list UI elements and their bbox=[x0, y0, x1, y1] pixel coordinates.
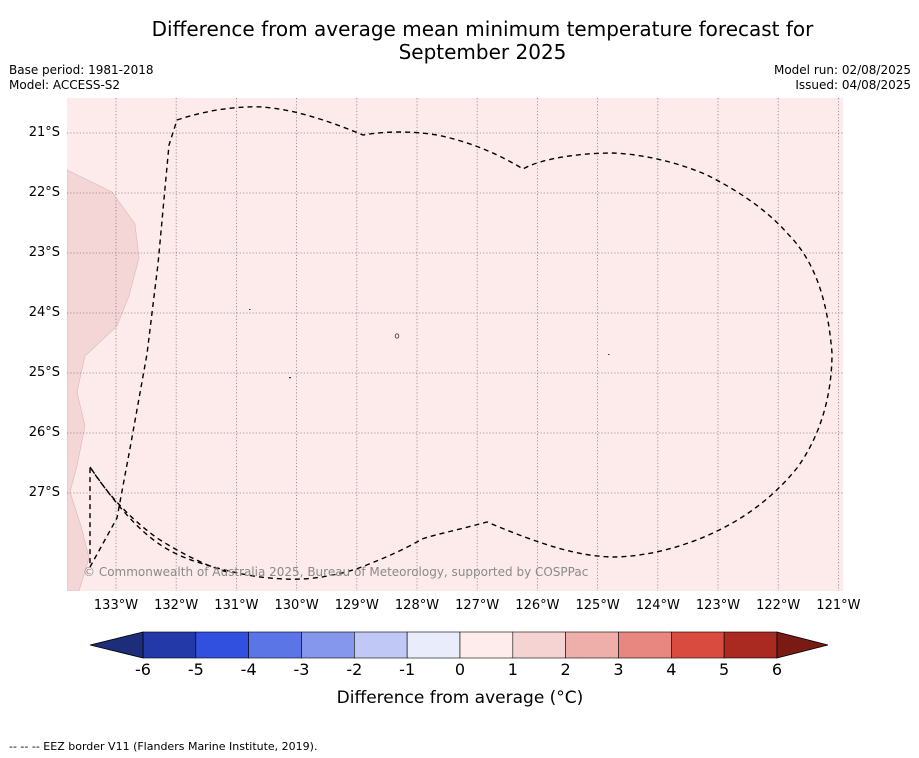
land-mass bbox=[67, 169, 140, 591]
longitude-label: 132°W bbox=[154, 598, 199, 613]
title-line-1: Difference from average mean minimum tem… bbox=[151, 17, 814, 41]
colorbar-tick-label: -6 bbox=[135, 660, 151, 679]
longitude-label: 128°W bbox=[394, 598, 440, 613]
issued-date: Issued: 04/08/2025 bbox=[795, 78, 911, 92]
colorbar-high-extend bbox=[776, 631, 829, 659]
eez-footnote: -- -- -- EEZ border V11 (Flanders Marine… bbox=[9, 740, 318, 753]
island-3 bbox=[394, 333, 400, 339]
colorbar-bin bbox=[142, 631, 197, 659]
colorbar-bin bbox=[354, 631, 408, 659]
colorbar-bin bbox=[406, 631, 461, 659]
island-1 bbox=[249, 309, 251, 310]
latitude-label: 21°S bbox=[28, 125, 60, 140]
graticule bbox=[67, 98, 843, 591]
colorbar-label: Difference from average (°C) bbox=[336, 688, 584, 708]
model-run: Model run: 02/08/2025 bbox=[773, 63, 911, 77]
latitude-label: 24°S bbox=[28, 305, 60, 320]
longitude-label: 126°W bbox=[515, 598, 560, 613]
latitude-label: 26°S bbox=[28, 425, 60, 440]
colorbar-tick-label: -2 bbox=[346, 660, 363, 679]
colorbar-tick-label: 1 bbox=[507, 660, 518, 679]
colorbar-bin bbox=[195, 631, 249, 659]
colorbar-bin bbox=[512, 631, 566, 659]
base-period: Base period: 1981-2018 bbox=[9, 63, 154, 77]
longitude-label: 123°W bbox=[695, 598, 741, 613]
colorbar-tick-label: -3 bbox=[293, 660, 310, 679]
longitude-label: 124°W bbox=[635, 598, 680, 613]
colorbar-tick-label: 5 bbox=[719, 660, 730, 679]
map-panel bbox=[67, 98, 843, 591]
longitude-label: 127°W bbox=[455, 598, 500, 613]
longitude-label: 129°W bbox=[334, 598, 379, 613]
colorbar-tick-label: 4 bbox=[666, 660, 677, 679]
meta-right: Model run: 02/08/2025 Issued: 04/08/2025 bbox=[774, 63, 911, 93]
colorbar-tick-label: 2 bbox=[560, 660, 571, 679]
colorbar-bin bbox=[459, 631, 514, 659]
latitude-label: 23°S bbox=[28, 245, 60, 260]
longitude-label: 122°W bbox=[756, 598, 801, 613]
model-name: Model: ACCESS-S2 bbox=[9, 78, 121, 92]
colorbar-tick-label: -5 bbox=[187, 660, 204, 679]
colorbar-bin bbox=[248, 631, 302, 659]
longitude-label: 133°W bbox=[93, 598, 139, 613]
latitude-label: 25°S bbox=[28, 365, 60, 380]
colorbar-tick-label: 6 bbox=[771, 660, 783, 679]
island-2 bbox=[289, 377, 291, 379]
eez-border-west bbox=[89, 466, 228, 573]
longitude-label: 125°W bbox=[575, 598, 620, 613]
colorbar bbox=[90, 631, 829, 659]
colorbar-tick-label: -1 bbox=[399, 660, 416, 679]
title-line-2: September 2025 bbox=[398, 40, 567, 64]
colorbar-tick-label: -4 bbox=[240, 660, 257, 679]
latitude-label: 22°S bbox=[28, 185, 60, 200]
eez-border bbox=[89, 106, 833, 580]
longitude-label: 131°W bbox=[214, 598, 259, 613]
latitude-label: 27°S bbox=[28, 485, 60, 500]
map-svg bbox=[67, 98, 843, 591]
ocean-anomaly-fill bbox=[67, 98, 843, 591]
colorbar-tick-label: 0 bbox=[454, 660, 466, 679]
longitude-label: 121°W bbox=[816, 598, 861, 613]
island-4 bbox=[608, 354, 610, 355]
colorbar-bin bbox=[301, 631, 355, 659]
colorbar-bin bbox=[723, 631, 778, 659]
colorbar-bin bbox=[565, 631, 619, 659]
colorbar-low-extend bbox=[90, 631, 144, 659]
copyright-notice: © Commonwealth of Australia 2025, Bureau… bbox=[83, 565, 589, 579]
colorbar-tick-label: 3 bbox=[613, 660, 624, 679]
longitude-label: 130°W bbox=[274, 598, 319, 613]
colorbar-bin bbox=[670, 631, 725, 659]
meta-left: Base period: 1981-2018 Model: ACCESS-S2 bbox=[9, 63, 154, 93]
colorbar-bin bbox=[618, 631, 672, 659]
map-title: Difference from average mean minimum tem… bbox=[40, 18, 919, 64]
colorbar-bins bbox=[142, 631, 778, 659]
